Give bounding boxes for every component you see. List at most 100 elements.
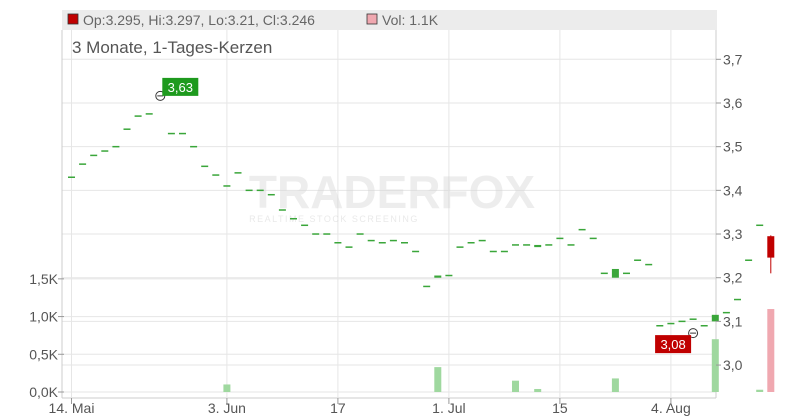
candle <box>68 176 75 178</box>
price-tick-label: 3,4 <box>723 182 743 198</box>
candle <box>500 250 508 253</box>
grid-lines <box>61 30 717 399</box>
annotations: 3,63 3,08 <box>155 77 699 354</box>
candle <box>745 259 753 261</box>
candle <box>278 209 286 211</box>
candle <box>267 193 275 196</box>
candle <box>523 244 531 246</box>
watermark: TRADERFOX REALTIME STOCK SCREENING <box>249 166 536 224</box>
candle <box>389 239 397 242</box>
candle <box>534 244 542 248</box>
candle <box>578 228 586 231</box>
date-tick-label: 14. Mai <box>49 400 95 416</box>
candle <box>600 272 608 275</box>
candle <box>234 172 242 174</box>
date-axis: 14. Mai 3. Jun 17 1. Jul 15 4. Aug <box>49 398 691 416</box>
volume-bar <box>434 367 442 392</box>
candle <box>611 268 619 278</box>
volume-axis: 0,0K 0,5K 1,0K 1,5K <box>29 271 64 400</box>
price-tick-label: 3,1 <box>723 313 743 329</box>
candle <box>489 250 497 253</box>
price-tick-label: 3,7 <box>723 51 743 67</box>
candle <box>700 324 708 327</box>
extreme-label-bg <box>162 77 199 96</box>
candle <box>678 320 686 323</box>
candle <box>545 244 553 246</box>
date-tick-label: 3. Jun <box>208 400 246 416</box>
candle <box>378 242 386 244</box>
candle <box>456 246 464 248</box>
ohlc-legend: Op:3.295, Hi:3.297, Lo:3.21, Cl:3.246 <box>83 12 315 28</box>
volume-tick-label: 0,5K <box>29 346 58 362</box>
volume-bar <box>512 380 519 392</box>
candle <box>689 318 697 320</box>
volume-tick-label: 1,5K <box>29 271 58 287</box>
candle <box>212 174 220 176</box>
price-tick-label: 3,5 <box>723 139 743 155</box>
watermark-tagline: REALTIME STOCK SCREENING <box>249 214 419 224</box>
candle <box>79 163 87 165</box>
candle <box>623 272 630 275</box>
legend-bar <box>62 10 717 30</box>
candle <box>634 259 642 261</box>
candle <box>90 154 98 157</box>
date-tick-label: 1. Jul <box>432 400 465 416</box>
volume-bar <box>767 309 775 392</box>
candle <box>645 263 653 266</box>
candle <box>334 242 342 244</box>
candle <box>123 128 131 130</box>
extreme-label-bg <box>655 335 692 354</box>
date-tick-label: 4. Aug <box>651 400 691 416</box>
volume-tick-label: 0,0K <box>29 384 58 400</box>
candle <box>478 239 486 242</box>
candle <box>722 311 730 314</box>
candle <box>345 246 353 248</box>
candle <box>512 244 519 246</box>
candle <box>667 322 675 325</box>
price-tick-label: 3,0 <box>723 357 743 373</box>
volume-bar <box>534 388 542 392</box>
candle <box>401 242 408 244</box>
candle <box>556 237 564 240</box>
price-tick-label: 3,3 <box>723 226 743 242</box>
candle <box>356 233 364 235</box>
candle <box>734 298 741 301</box>
candle <box>134 115 142 117</box>
candle <box>412 250 420 253</box>
price-tick-label: 3,2 <box>723 270 743 286</box>
candle <box>567 244 575 246</box>
candle <box>589 237 597 240</box>
candle <box>167 132 175 135</box>
candle <box>301 224 309 227</box>
candle <box>190 145 198 148</box>
candle <box>367 239 375 242</box>
candle <box>245 189 253 192</box>
candle <box>323 233 331 235</box>
candle <box>290 217 297 220</box>
extreme-label: 3,63 <box>168 80 193 95</box>
volume-swatch <box>366 13 378 25</box>
ohlc-swatch <box>67 13 79 25</box>
volume-bar <box>711 339 719 392</box>
candles <box>68 97 775 327</box>
chart-subtitle: 3 Monate, 1-Tages-Kerzen <box>72 38 272 57</box>
candle <box>101 150 109 152</box>
candle <box>756 224 764 227</box>
watermark-logo: TRADERFOX <box>249 166 536 218</box>
price-tick-label: 3,6 <box>723 95 743 111</box>
date-tick-label: 17 <box>330 400 346 416</box>
volume-bar <box>223 384 231 392</box>
candle <box>256 189 264 192</box>
candle <box>711 314 719 322</box>
candle <box>445 274 453 277</box>
candle <box>434 275 442 278</box>
candle <box>312 233 320 235</box>
volume-bar <box>611 378 619 392</box>
price-axis: 3,0 3,1 3,2 3,3 3,4 3,5 3,6 3,7 <box>716 51 743 373</box>
volume-legend: Vol: 1.1K <box>382 12 439 28</box>
extreme-label: 3,08 <box>660 337 685 352</box>
volume-bar <box>756 389 764 392</box>
candle <box>656 324 664 327</box>
volume-tick-label: 1,0K <box>29 309 58 325</box>
